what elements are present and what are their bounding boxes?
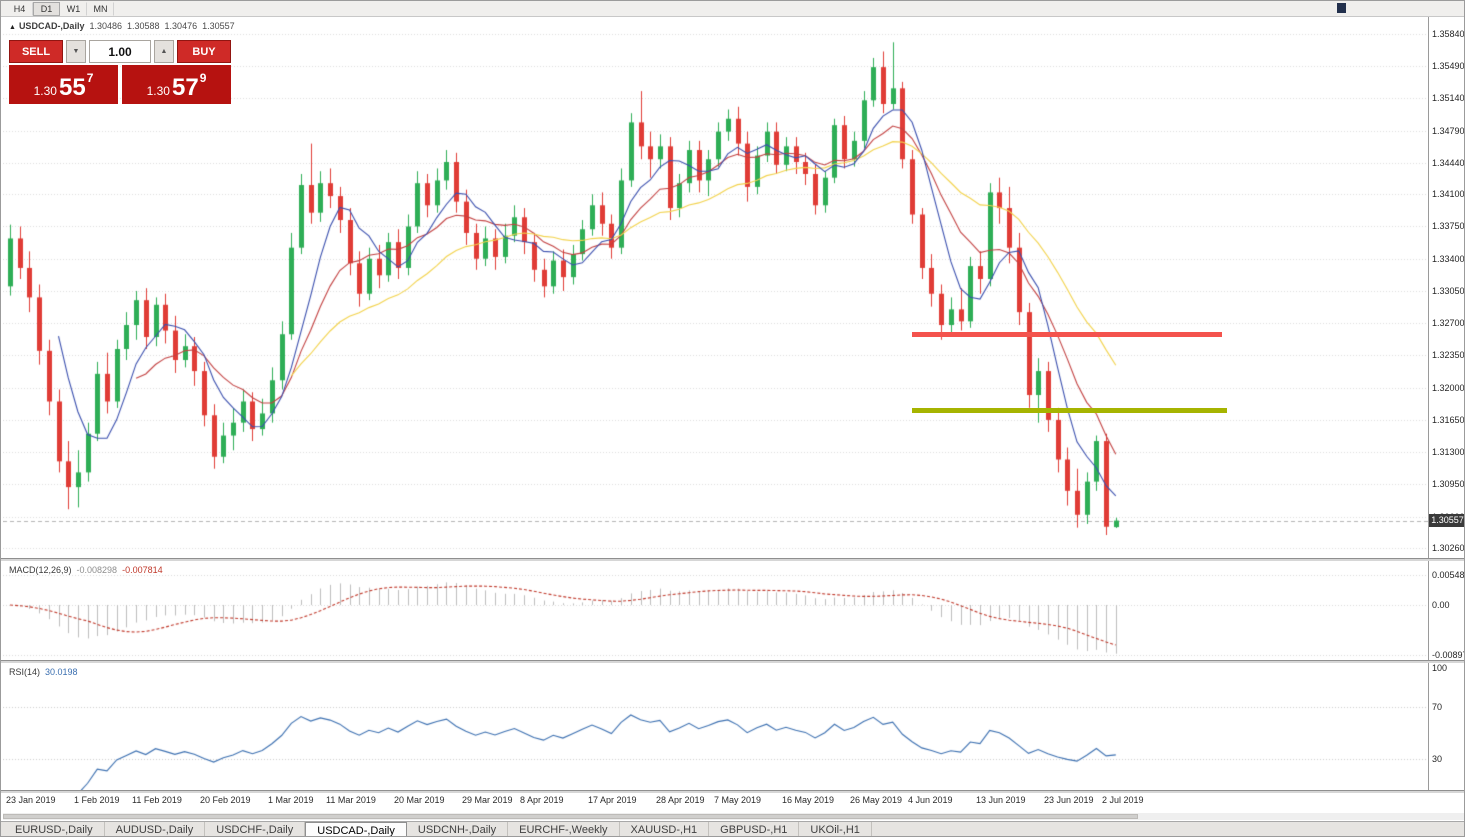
- resistance-line[interactable]: [912, 332, 1222, 337]
- time-axis-label: 20 Mar 2019: [394, 795, 445, 805]
- arrow-up-icon: ▲: [160, 48, 168, 55]
- time-axis-label: 23 Jun 2019: [1044, 795, 1094, 805]
- scrollbar-thumb[interactable]: [3, 814, 1138, 819]
- time-axis-label: 1 Mar 2019: [268, 795, 314, 805]
- timeframe-button-mn[interactable]: MN: [87, 1, 114, 16]
- volume-decrease-button[interactable]: ▼: [66, 40, 86, 63]
- buy-price-big: 57: [171, 74, 199, 101]
- price-axis-label: 1.30260: [1432, 543, 1465, 553]
- price-axis-label: 1.31650: [1432, 415, 1465, 425]
- buy-price-small: 1.30: [146, 84, 170, 98]
- macd-axis-label: 0.00: [1432, 600, 1450, 610]
- panel-separator[interactable]: [1, 660, 1464, 663]
- ohlc-close: 1.30557: [202, 21, 235, 31]
- one-click-trading-panel: SELL ▼ ▲ BUY 1.30 55 7 1.30 57 9: [9, 40, 231, 104]
- price-axis-label: 1.33750: [1432, 221, 1465, 231]
- time-axis-label: 13 Jun 2019: [976, 795, 1026, 805]
- price-axis-label: 1.32350: [1432, 350, 1465, 360]
- price-axis-label: 1.33050: [1432, 286, 1465, 296]
- ohlc-low: 1.30476: [164, 21, 198, 31]
- price-axis-label: 1.35840: [1432, 29, 1465, 39]
- current-price-badge: 1.30557: [1429, 514, 1464, 527]
- buy-price-display[interactable]: 1.30 57 9: [122, 65, 231, 104]
- panel-separator[interactable]: [1, 558, 1464, 561]
- time-axis-label: 26 May 2019: [850, 795, 903, 805]
- time-axis-label: 28 Apr 2019: [656, 795, 705, 805]
- time-axis-label: 17 Apr 2019: [588, 795, 637, 805]
- time-axis-label: 29 Mar 2019: [462, 795, 513, 805]
- chart-title: ▲ USDCAD-,Daily 1.30486 1.30588 1.30476 1.305…: [9, 21, 235, 31]
- rsi-panel-canvas[interactable]: [3, 663, 1428, 790]
- time-axis-label: 23 Jan 2019: [6, 795, 56, 805]
- time-axis-label: 11 Feb 2019: [132, 795, 182, 805]
- price-axis-label: 1.34100: [1432, 189, 1465, 199]
- chart-tab[interactable]: GBPUSD-,H1: [709, 822, 800, 836]
- sell-price-sup: 7: [86, 71, 94, 85]
- timeframe-button-d1[interactable]: D1: [33, 1, 60, 16]
- price-axis-label: 1.35140: [1432, 93, 1465, 103]
- buy-button[interactable]: BUY: [177, 40, 231, 63]
- chart-tab[interactable]: USDCHF-,Daily: [205, 822, 306, 836]
- ohlc-open: 1.30486: [89, 21, 122, 31]
- macd-panel-canvas[interactable]: [3, 561, 1428, 660]
- price-axis-label: 1.34440: [1432, 158, 1465, 168]
- timeframe-toolbar: H4 D1 W1 MN: [1, 1, 1464, 17]
- time-axis-label: 16 May 2019: [782, 795, 835, 805]
- price-axis-divider: [1428, 17, 1429, 790]
- rsi-axis-label: 70: [1432, 702, 1443, 712]
- price-axis-label: 1.33400: [1432, 254, 1465, 264]
- timeframe-button-w1[interactable]: W1: [60, 1, 87, 16]
- price-axis-label: 1.35490: [1432, 61, 1465, 71]
- macd-name: MACD(12,26,9): [9, 565, 72, 575]
- arrow-down-icon: ▼: [72, 48, 80, 55]
- chart-tab[interactable]: AUDUSD-,Daily: [105, 822, 206, 836]
- price-axis-label: 1.32700: [1432, 318, 1465, 328]
- macd-indicator-label: MACD(12,26,9) -0.008298 -0.007814: [9, 565, 163, 575]
- symbol-period-label: USDCAD-,Daily: [18, 21, 85, 31]
- time-axis-separator: [1, 790, 1464, 793]
- sell-price-big: 55: [58, 74, 86, 101]
- price-chart-canvas[interactable]: [3, 17, 1428, 559]
- time-axis-label: 1 Feb 2019: [74, 795, 120, 805]
- sell-button[interactable]: SELL: [9, 40, 63, 63]
- sell-price-small: 1.30: [33, 84, 57, 98]
- macd-value: -0.008298: [76, 565, 118, 575]
- rsi-value: 30.0198: [45, 667, 78, 677]
- chart-tab[interactable]: UKOil-,H1: [799, 822, 872, 836]
- support-line[interactable]: [912, 408, 1227, 413]
- price-axis-label: 1.31300: [1432, 447, 1465, 457]
- chart-shift-icon[interactable]: [1337, 3, 1346, 13]
- macd-axis-label: 0.005484: [1432, 570, 1465, 580]
- macd-signal-value: -0.007814: [122, 565, 163, 575]
- chart-tabs-bar: EURUSD-,Daily AUDUSD-,Daily USDCHF-,Daily U…: [1, 821, 1464, 836]
- chart-tab[interactable]: EURCHF-,Weekly: [508, 822, 620, 836]
- time-axis-label: 2 Jul 2019: [1102, 795, 1144, 805]
- chart-tab[interactable]: USDCNH-,Daily: [407, 822, 509, 836]
- rsi-indicator-label: RSI(14) 30.0198: [9, 667, 78, 677]
- horizontal-scrollbar[interactable]: [3, 813, 1464, 820]
- price-axis-label: 1.34790: [1432, 126, 1465, 136]
- chart-icon: ▲: [9, 24, 16, 31]
- price-axis-label: 1.30950: [1432, 479, 1465, 489]
- rsi-name: RSI(14): [9, 667, 41, 677]
- time-axis-label: 7 May 2019: [714, 795, 762, 805]
- price-axis-label: 1.32000: [1432, 383, 1465, 393]
- sell-price-display[interactable]: 1.30 55 7: [9, 65, 118, 104]
- ohlc-high: 1.30588: [127, 21, 160, 31]
- chart-tab[interactable]: XAUUSD-,H1: [620, 822, 710, 836]
- volume-increase-button[interactable]: ▲: [154, 40, 174, 63]
- rsi-axis-label: 30: [1432, 754, 1443, 764]
- timeframe-button-h4[interactable]: H4: [6, 1, 33, 16]
- time-axis-label: 11 Mar 2019: [326, 795, 376, 805]
- macd-axis-label: -0.008973: [1432, 650, 1464, 660]
- buy-price-sup: 9: [199, 71, 207, 85]
- chart-tab[interactable]: USDCAD-,Daily: [305, 822, 407, 836]
- time-axis-label: 8 Apr 2019: [520, 795, 564, 805]
- chart-tab[interactable]: EURUSD-,Daily: [4, 822, 105, 836]
- time-axis-label: 20 Feb 2019: [200, 795, 251, 805]
- volume-input[interactable]: [89, 40, 151, 63]
- time-axis-label: 4 Jun 2019: [908, 795, 953, 805]
- rsi-axis-label: 100: [1432, 663, 1448, 673]
